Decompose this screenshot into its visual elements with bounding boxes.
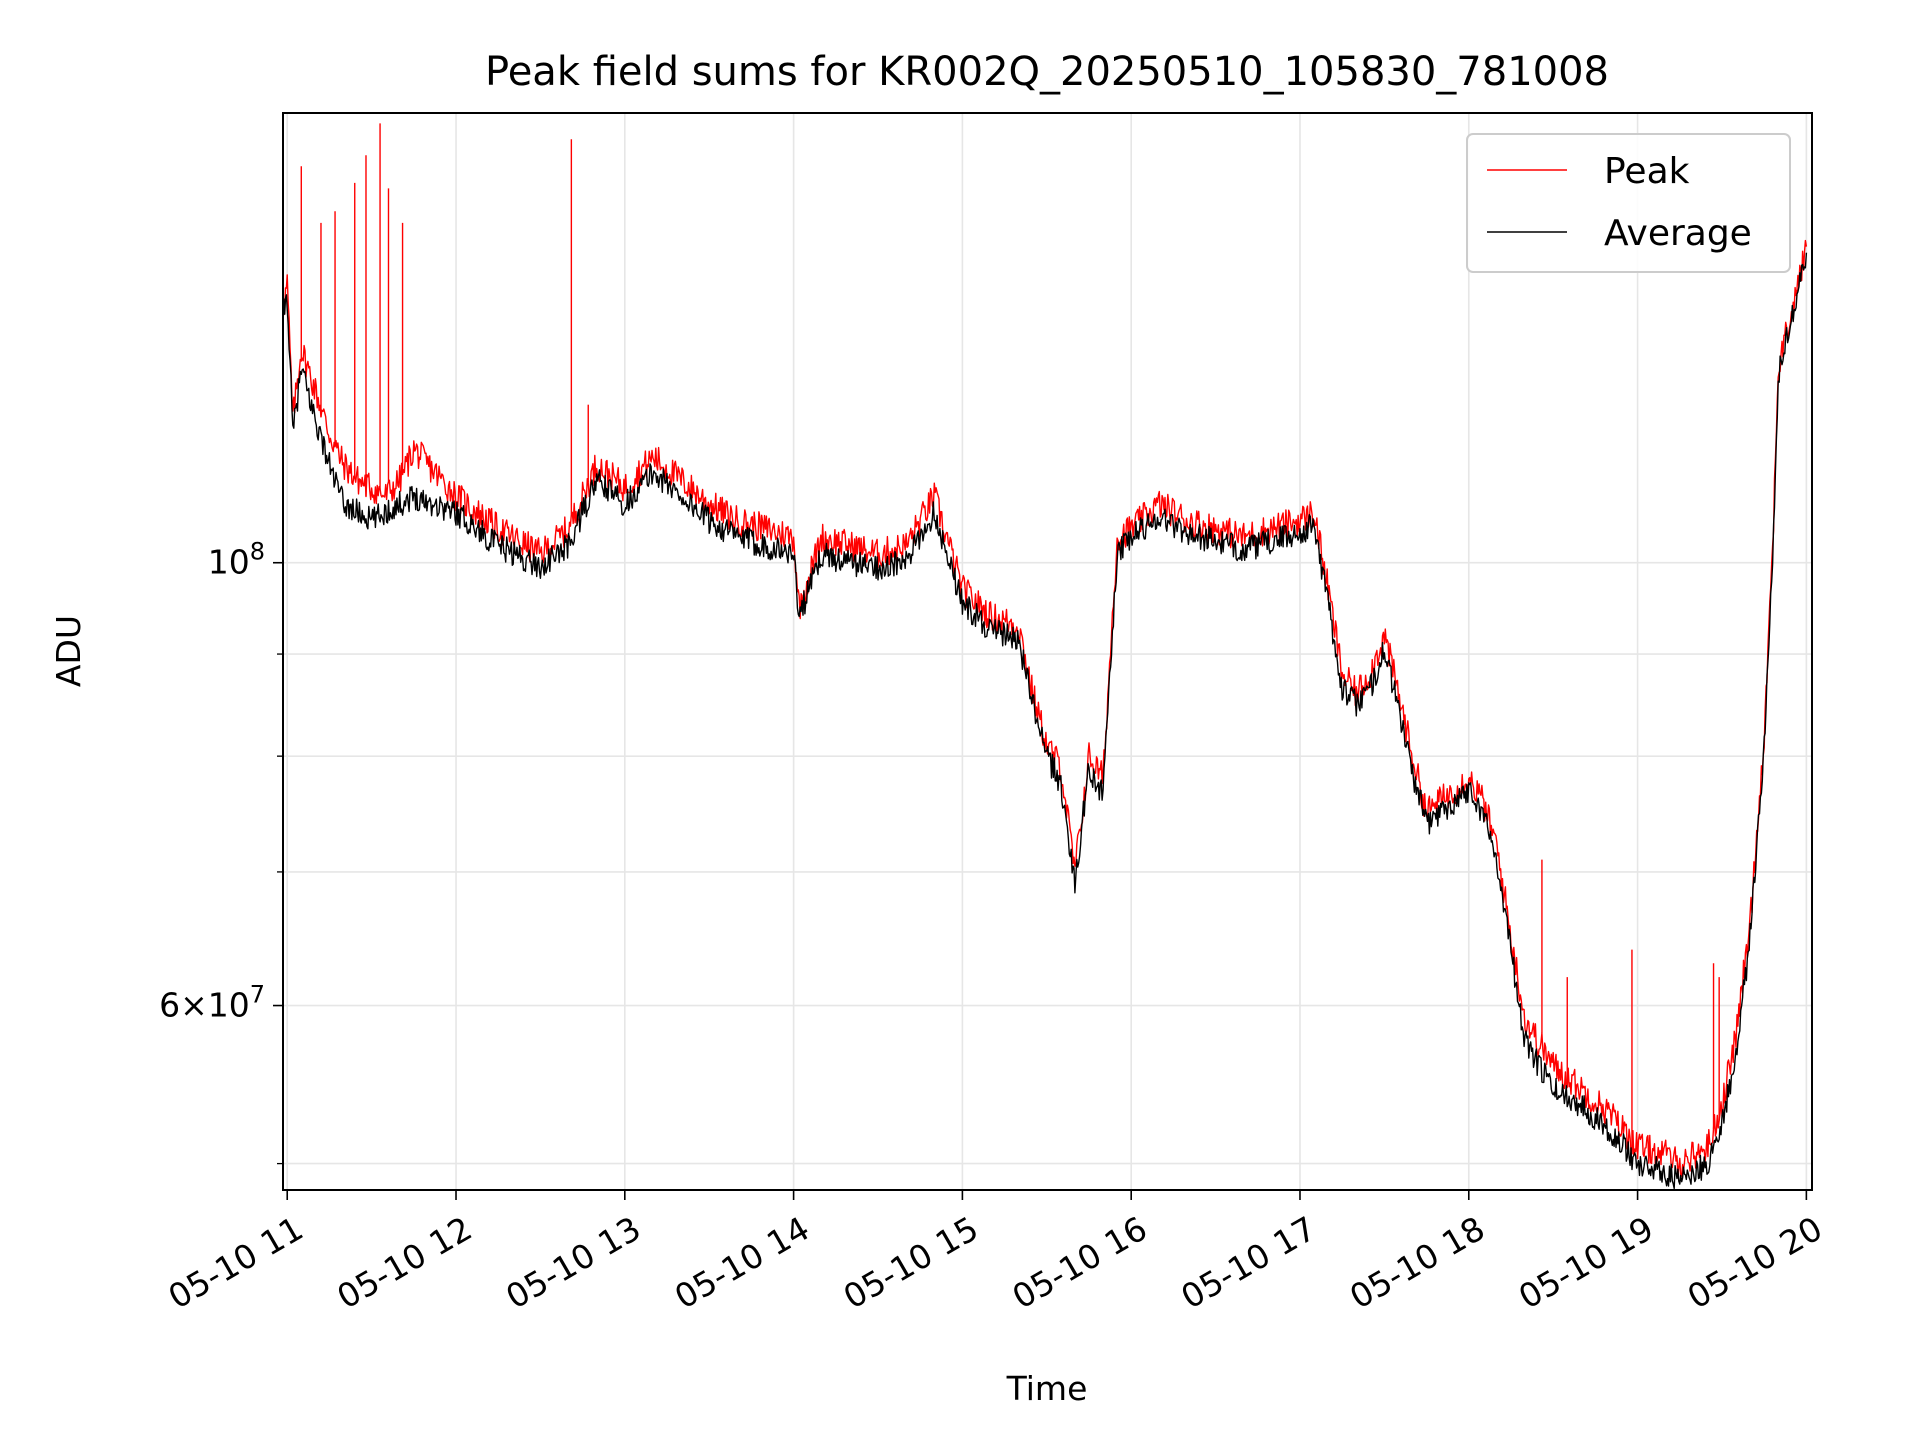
- y-tick-label: 108: [208, 538, 265, 582]
- legend-label-average: Average: [1604, 213, 1752, 254]
- y-axis-label: ADU: [49, 615, 88, 687]
- y-tick-label: 6×107: [159, 981, 265, 1025]
- grid-lines: [283, 113, 1812, 1190]
- series-line-average: [282, 252, 1808, 1190]
- plot-frame: [282, 112, 1813, 1191]
- x-axis-label: Time: [1006, 1369, 1088, 1408]
- legend: Peak Average: [1466, 133, 1791, 273]
- legend-box: [1466, 133, 1791, 273]
- legend-label-peak: Peak: [1604, 151, 1690, 192]
- chart-title: Peak field sums for KR002Q_20250510_1058…: [485, 49, 1609, 95]
- series-lines: [282, 123, 1808, 1190]
